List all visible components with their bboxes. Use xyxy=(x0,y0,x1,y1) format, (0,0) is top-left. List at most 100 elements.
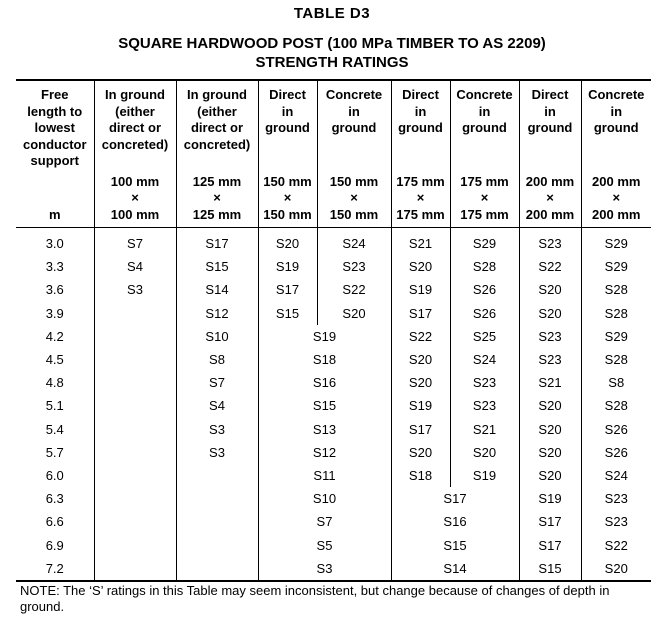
table-cell: S20 xyxy=(390,255,450,279)
table-note: NOTE: The ‘S’ ratings in this Table may … xyxy=(20,583,610,614)
table-cell: S22 xyxy=(316,278,391,302)
header-size-line: 200 mm xyxy=(592,206,641,222)
table-cell xyxy=(93,510,176,534)
table-cell: S20 xyxy=(518,463,581,488)
table-row: 5.7 S3 S12 S20 S20 S20 S26 xyxy=(16,440,651,464)
header-line: (either xyxy=(115,103,155,119)
table-cell: S10 xyxy=(257,487,391,511)
table-cell xyxy=(93,487,176,511)
table-cell: S20 xyxy=(580,556,651,582)
table-cell: S26 xyxy=(580,417,651,441)
header-size-line: 125 mm xyxy=(192,173,242,189)
table-row: 3.9 S12 S15 S20 S17 S26 S20 S28 xyxy=(16,301,651,325)
table-cell: 4.8 xyxy=(45,375,64,391)
table-row: 4.5 S8 S18 S20 S24 S23 S28 xyxy=(16,347,651,372)
table-cell: 6.9 xyxy=(45,537,64,553)
table-cell: S28 xyxy=(580,301,651,325)
header-line: Direct xyxy=(402,87,439,102)
table-cell: S26 xyxy=(580,440,651,464)
table-cell: S20 xyxy=(518,394,581,418)
table-cell: S24 xyxy=(580,463,651,488)
header-line: Direct xyxy=(531,87,569,102)
header-size-line: 100 mm xyxy=(110,173,160,189)
table-cell: S23 xyxy=(580,510,651,534)
table-cell: S28 xyxy=(580,347,651,372)
header-line: ground xyxy=(265,120,310,135)
header-line: ground xyxy=(593,120,639,135)
header-line: Concrete xyxy=(588,87,645,102)
table-cell: S17 xyxy=(257,278,317,302)
table-cell: 5.7 xyxy=(45,444,64,460)
table-cell: S17 xyxy=(390,417,450,441)
header-line: length to xyxy=(27,103,83,119)
header-line: Concrete xyxy=(456,87,513,102)
table-row: 3.3 S4 S15 S19 S23 S20 S28 S22 S29 xyxy=(16,255,651,279)
table-cell xyxy=(93,556,176,582)
header-line: (either xyxy=(197,103,237,119)
table-cell: 5.1 xyxy=(45,398,64,414)
table-cell: 4.5 xyxy=(45,352,64,368)
table-cell: S7 xyxy=(93,227,176,256)
table-cell: S15 xyxy=(257,394,391,418)
header-size-line: × xyxy=(213,190,221,205)
table-cell: S3 xyxy=(175,417,258,441)
table-cell xyxy=(175,487,258,511)
table-cell: S14 xyxy=(390,556,519,582)
table-cell: S19 xyxy=(518,487,581,511)
header-size-line: × xyxy=(546,190,554,205)
table-cell xyxy=(93,301,176,325)
table-cell xyxy=(93,417,176,441)
column-header-description: Concrete in ground xyxy=(582,87,652,137)
table-cell: S22 xyxy=(518,255,581,279)
header-line: Concrete xyxy=(325,87,383,102)
table-cell: S4 xyxy=(93,255,176,279)
header-size-line: m xyxy=(48,206,61,222)
header-line: in xyxy=(348,103,360,119)
table-cell: S23 xyxy=(580,487,651,511)
header-line: ground xyxy=(398,120,443,135)
header-line: concreted) xyxy=(101,136,169,152)
column-header-description: Concrete in ground xyxy=(451,87,519,137)
table-cell: S7 xyxy=(257,510,391,534)
table-cell: S15 xyxy=(175,255,258,279)
header-size-line: 150 mm xyxy=(263,173,312,189)
header-line: support xyxy=(30,153,79,168)
table-cell: S21 xyxy=(390,227,450,256)
header-size-line: 200 mm xyxy=(525,206,575,222)
column-header-size: 175 mm × 175 mm xyxy=(392,174,450,224)
table-cell: S16 xyxy=(390,510,519,534)
header-size-line: 175 mm xyxy=(396,173,445,189)
column-header-size: 175 mm × 175 mm xyxy=(451,174,519,224)
table-row: 4.8 S7 S16 S20 S23 S21 S8 xyxy=(16,371,651,395)
table-cell xyxy=(93,533,176,557)
table-cell: S20 xyxy=(390,347,450,372)
header-line: in xyxy=(414,103,427,119)
header-line: lowest xyxy=(34,120,75,135)
table-cell: S21 xyxy=(449,417,519,441)
table-row: 6.6 S7 S16 S17 S23 xyxy=(16,510,651,534)
table-cell: 3.0 xyxy=(45,236,64,252)
header-line: in xyxy=(610,103,623,119)
table-cell: S17 xyxy=(518,533,581,557)
table-cell: S29 xyxy=(449,227,519,256)
table-row: 6.3 S10 S17 S19 S23 xyxy=(16,487,651,511)
header-line: direct or xyxy=(190,120,243,135)
header-size-line: 150 mm xyxy=(329,206,379,222)
table-cell xyxy=(175,556,258,582)
table-cell: S8 xyxy=(175,347,258,372)
table-cell: S16 xyxy=(257,371,391,395)
column-header-size: 125 mm × 125 mm xyxy=(177,174,258,224)
table-row: 6.0 S11 S18 S19 S20 S24 xyxy=(16,463,651,488)
table-cell xyxy=(93,440,176,464)
column-header-size: 150 mm × 150 mm xyxy=(318,174,391,224)
table-cell: S29 xyxy=(580,324,651,348)
header-size-line: 150 mm xyxy=(263,206,312,222)
table-cell: S3 xyxy=(175,440,258,464)
table-cell: S26 xyxy=(449,301,519,325)
table-cell: S17 xyxy=(175,227,258,256)
table-cell: S20 xyxy=(518,440,581,464)
table-cell: S12 xyxy=(175,301,258,325)
column-header-description: Free length to lowest conductor support xyxy=(16,87,94,170)
table-cell: 6.6 xyxy=(45,514,64,530)
column-header: Direct in ground 200 mm × 200 mm xyxy=(518,80,581,228)
